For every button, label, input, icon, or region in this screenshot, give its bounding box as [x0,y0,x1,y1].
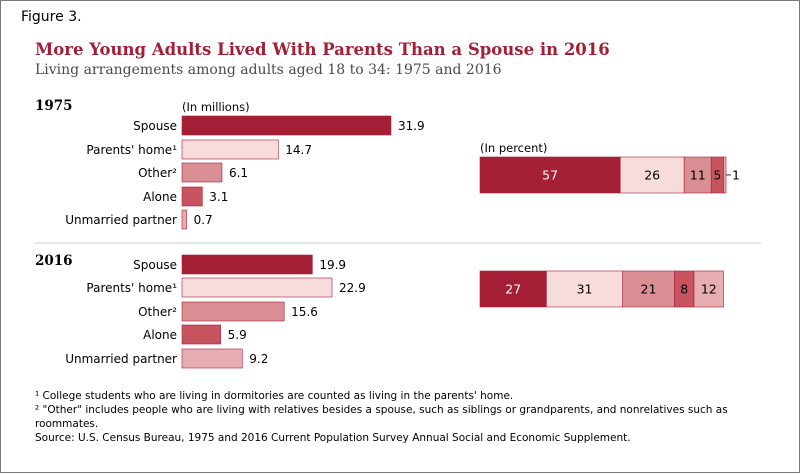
segment-spouse-1975 [479,156,621,194]
footnotes: ¹ College students who are living in dor… [35,389,775,445]
category-label-spouse-2016: Spouse [133,258,177,272]
category-label-parents-home-2016: Parents' home¹ [86,281,177,295]
value-label-spouse-2016: 19.9 [319,258,346,272]
footnote-dormitories: ¹ College students who are living in dor… [35,390,514,402]
segment-parents-home-1975 [619,156,685,194]
footnote-other: ² "Other" includes people who are living… [35,404,728,430]
segment-label-alone-2016: 8 [680,282,688,297]
segment-label-other-2016: 21 [641,282,657,297]
segment-other-1975 [683,156,712,194]
unit-label-millions: (In millions) [182,100,250,114]
value-label-parents-home-2016: 22.9 [339,281,366,295]
category-label-parents-home-1975: Parents' home¹ [86,143,177,157]
value-label-spouse-1975: 31.9 [398,119,425,133]
value-label-alone-1975: 3.1 [209,190,228,204]
segment-parents-home-2016 [546,270,623,308]
footnote-source: Source: U.S. Census Bureau, 1975 and 201… [35,432,631,444]
value-label-unmarried-partner-2016: 9.2 [249,352,268,366]
segment-unmarried-partner-1975 [723,156,727,194]
chart-title: More Young Adults Lived With Parents Tha… [35,40,610,59]
category-label-other-1975: Other² [138,166,177,180]
category-label-other-2016: Other² [138,305,177,319]
segment-label-alone-1975: 5 [713,168,721,183]
segment-other-2016 [622,270,675,308]
category-label-alone-2016: Alone [143,328,177,342]
segment-label-parents-home-1975: 26 [644,168,660,183]
bar-spouse-1975 [181,115,392,136]
value-label-alone-2016: 5.9 [228,328,247,342]
segment-label-spouse-2016: 27 [505,282,521,297]
value-label-other-2016: 15.6 [291,305,318,319]
bar-other-2016 [181,301,285,322]
category-label-spouse-1975: Spouse [133,119,177,133]
category-label-unmarried-partner-2016: Unmarried partner [65,352,177,366]
value-label-other-1975: 6.1 [229,166,248,180]
segment-label-unmarried-partner-2016: 12 [701,282,717,297]
bar-alone-2016 [181,324,221,345]
bar-other-1975 [181,162,223,183]
year-label-2016: 2016 [35,253,73,269]
segment-label-parents-home-2016: 31 [577,282,593,297]
bar-alone-1975 [181,186,203,207]
segment-label-unmarried-partner-1975: 1 [732,168,740,183]
segment-spouse-2016 [479,270,547,308]
figure-label: Figure 3. [21,9,82,25]
segment-label-spouse-1975: 57 [542,168,558,183]
category-label-unmarried-partner-1975: Unmarried partner [65,213,177,227]
bar-unmarried-partner-2016 [181,348,243,369]
bar-parents-home-2016 [181,277,333,298]
year-label-1975: 1975 [35,98,73,114]
segment-unmarried-partner-2016 [693,270,724,308]
value-label-unmarried-partner-1975: 0.7 [194,213,213,227]
bar-spouse-2016 [181,254,313,275]
value-label-parents-home-1975: 14.7 [285,143,312,157]
bar-unmarried-partner-1975 [181,209,187,230]
bar-parents-home-1975 [181,139,279,160]
unit-label-percent: (In percent) [480,141,547,155]
segment-label-other-1975: 11 [690,168,706,183]
chart-subtitle: Living arrangements among adults aged 18… [35,62,502,78]
category-label-alone-1975: Alone [143,190,177,204]
